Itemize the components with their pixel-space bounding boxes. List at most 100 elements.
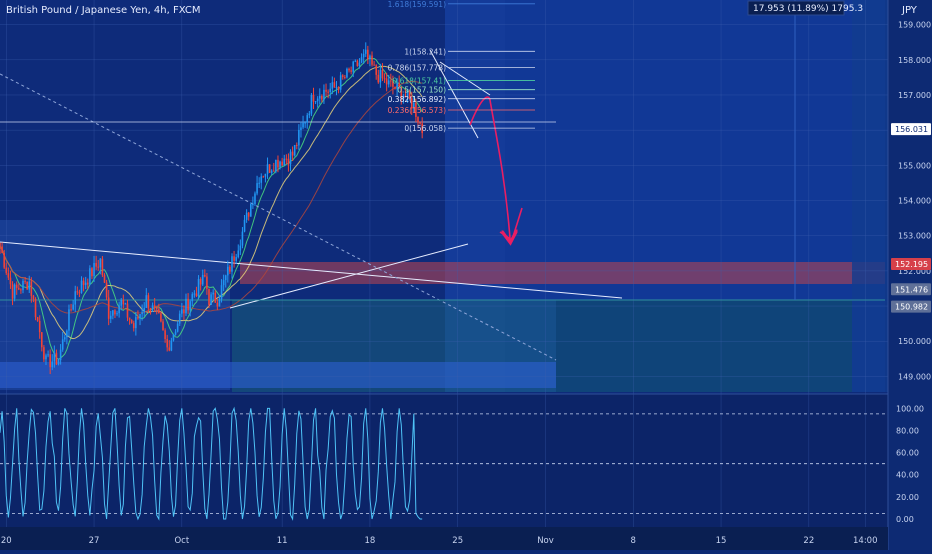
candle-body [268,164,271,173]
candle-body [379,69,382,83]
candle-body [189,301,191,311]
candle [239,239,242,255]
candle-body [241,231,244,246]
oscillator-background [0,394,932,550]
candle-body [97,266,100,268]
candle [128,317,131,325]
candle [243,215,246,233]
candle [189,299,191,317]
candle-body [204,274,206,277]
candle [241,227,244,249]
candle-body [82,280,85,285]
zone-bottom-strip [0,362,556,388]
candle [222,274,225,292]
candle [283,154,286,166]
candle-body [135,317,137,329]
candle-body [120,299,123,306]
candle [281,157,283,167]
candle [321,94,323,103]
candle-body [291,151,294,156]
measure-tooltip: 17.953 (11.89%) 1795.3 [747,0,863,16]
price-label: 150.982 [891,300,931,313]
candle-body [410,98,413,109]
candle [218,294,221,307]
candle-body [216,302,219,307]
symbol-title[interactable]: British Pound / Japanese Yen, 4h, FXCM [6,5,200,16]
candle-body [70,309,72,311]
candle [250,202,252,217]
price-tick-label: 149.000 [898,372,931,381]
candle-body [218,299,221,307]
time-tick-label: 11 [277,536,288,546]
time-tick-label: 8 [631,536,636,546]
candle [216,298,219,310]
candle [220,279,223,303]
candle-body [272,170,275,172]
candle-body [158,309,160,314]
candle-body [95,263,97,267]
candle [43,345,45,363]
candle-body [325,89,327,92]
candle-body [191,294,194,302]
candle-body [201,274,204,285]
candle-body [57,360,60,365]
candle-body [224,275,227,281]
candle [176,321,179,333]
candle [76,286,79,295]
candle [164,328,166,343]
candle-body [306,115,309,123]
candle [333,77,336,88]
candle-body [413,102,415,109]
candle-body [68,309,70,331]
candle [252,196,254,209]
time-tick-label: 15 [716,536,727,546]
candles [0,42,423,375]
candle [308,110,311,119]
candle-body [153,305,156,308]
candle [204,269,206,278]
price-tick-label: 150.000 [898,337,931,346]
candle-body [208,288,210,305]
candle-body [28,281,31,290]
candle [295,142,298,150]
candle-body [122,299,125,305]
candle [20,288,22,294]
price-axis-background [888,0,932,550]
candle-body [406,90,409,97]
candle [329,82,332,99]
candle [413,96,415,113]
candle-body [250,204,252,217]
candle [114,309,116,319]
candle [229,265,231,274]
candle-body [170,340,173,351]
candle [199,277,202,291]
candle [84,276,87,290]
candle-body [80,280,83,293]
candle-body [364,49,367,54]
candle [1,242,3,254]
candle [417,116,419,129]
grid [0,0,888,527]
candle [11,281,14,306]
candle [132,320,135,332]
candle-body [333,82,336,88]
ma-fast [0,57,423,360]
candle [36,316,39,322]
candle [172,333,175,342]
candle [55,349,58,365]
candle-body [26,281,28,290]
candle-body [285,158,288,160]
candle-body [103,275,106,283]
fib-label: 0.786(157.778) [388,64,446,73]
candle [45,353,47,366]
candle [254,191,256,206]
candle [118,301,120,318]
price-label: 152.195 [891,258,931,271]
candle [348,67,350,73]
zone-edge [852,0,888,392]
candle [112,309,114,320]
candle [256,175,258,196]
candle-body [231,256,233,272]
